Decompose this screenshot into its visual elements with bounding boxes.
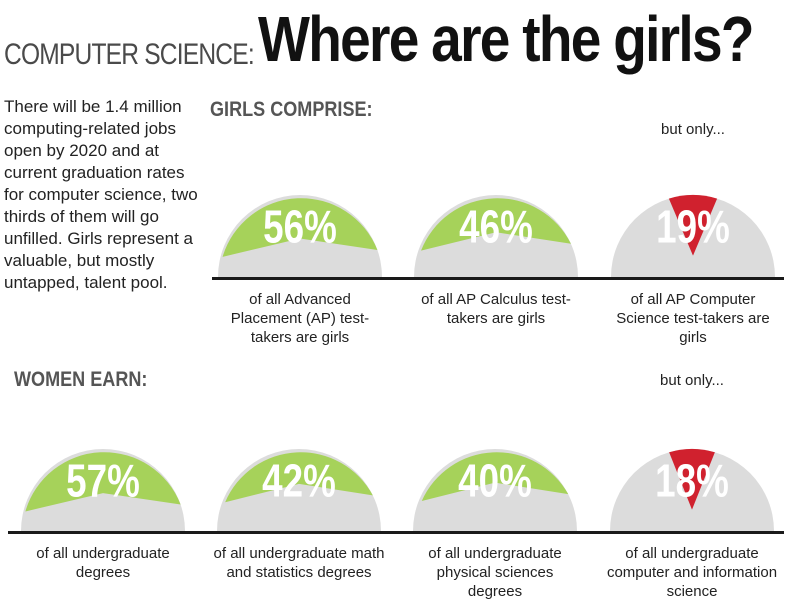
chart-caption: of all AP Calculus test-takers are girls bbox=[421, 291, 571, 327]
percentage-label: 19% bbox=[656, 201, 730, 253]
semicircle-chart-1-0: 57% bbox=[21, 449, 185, 531]
value-fill bbox=[421, 452, 569, 501]
percentage-label: 56% bbox=[263, 201, 337, 253]
chart-caption: of all Advanced Placement (AP) test-take… bbox=[230, 291, 370, 346]
semicircle-chart-1-3: 18% bbox=[610, 449, 774, 531]
section-label-girls-comprise: GIRLS COMPRISE: bbox=[210, 98, 373, 121]
percentage-label: 57% bbox=[66, 455, 140, 507]
value-fill bbox=[25, 452, 181, 512]
percentage-label: 46% bbox=[459, 201, 533, 253]
semicircle-chart-0-2: 19% bbox=[611, 195, 775, 277]
title-kicker: COMPUTER SCIENCE: bbox=[4, 38, 255, 71]
percentage-label: 42% bbox=[262, 455, 336, 507]
section-label-women-earn: WOMEN EARN: bbox=[14, 368, 148, 391]
page-title: Where are the girls? bbox=[258, 3, 754, 75]
chart-caption: of all undergraduate math and statistics… bbox=[213, 545, 385, 581]
but-only-note: but only... bbox=[661, 121, 725, 138]
value-wedge bbox=[669, 449, 715, 510]
value-fill bbox=[421, 198, 571, 251]
chart-caption: of all undergraduate degrees bbox=[36, 545, 170, 581]
header: COMPUTER SCIENCE: Where are the girls? bbox=[4, 2, 794, 82]
percentage-label: 40% bbox=[458, 455, 532, 507]
baseline-row-1 bbox=[212, 277, 784, 280]
semicircle-chart-0-0: 56% bbox=[218, 195, 382, 277]
chart-caption: of all undergraduate physical sciences d… bbox=[428, 545, 562, 600]
intro-paragraph: There will be 1.4 million computing-rela… bbox=[4, 97, 198, 292]
chart-caption: of all AP Computer Science test-takers a… bbox=[616, 291, 770, 346]
but-only-note: but only... bbox=[660, 372, 724, 389]
semicircle-chart-0-1: 46% bbox=[414, 195, 578, 277]
value-fill bbox=[222, 198, 378, 257]
semicircle-chart-1-1: 42% bbox=[217, 449, 381, 531]
value-fill bbox=[225, 452, 373, 503]
percentage-label: 18% bbox=[655, 455, 729, 507]
value-wedge bbox=[668, 195, 718, 256]
semicircle-chart-1-2: 40% bbox=[413, 449, 577, 531]
baseline-row-2 bbox=[8, 531, 784, 534]
chart-caption: of all undergraduate computer and inform… bbox=[606, 545, 778, 600]
